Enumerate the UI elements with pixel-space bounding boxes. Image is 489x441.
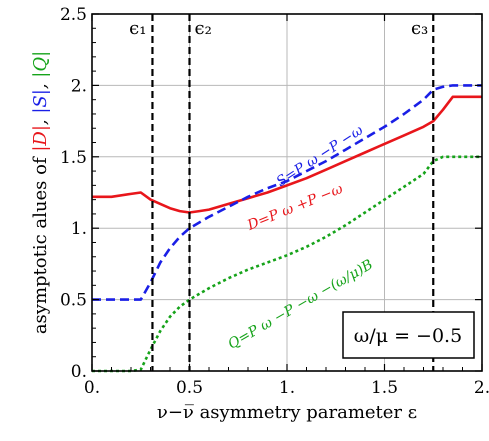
y-axis-label: asymptotic alues of |D|, |S|, |Q| xyxy=(30,51,51,334)
x-tick-label: 0. xyxy=(84,378,100,398)
tick-labels: 0. 0.5 1. 1.5 2. 0. 0.5 1. 1.5 2. 2.5 xyxy=(60,5,489,398)
annotation-S: S=P ω −P −ω xyxy=(274,122,367,190)
y-axis-label-part: |D| xyxy=(30,125,51,152)
y-axis-label-part: , xyxy=(30,114,51,125)
x-axis-label: ν−ν̅ asymmetry parameter ε xyxy=(157,402,417,423)
parameter-box-label: ω/μ = −0.5 xyxy=(354,325,462,347)
y-axis-label-prefix: asymptotic alues of xyxy=(30,152,51,335)
tick-marks xyxy=(91,13,483,372)
parameter-box-frame xyxy=(342,311,475,359)
x-tick-label: 1. xyxy=(279,378,295,398)
epsilon-markers: ϵ₁ ϵ₂ ϵ₃ xyxy=(129,14,435,371)
series-lines xyxy=(92,84,482,373)
epsilon-label-1: ϵ₁ xyxy=(129,18,146,39)
y-tick-label: 2. xyxy=(71,76,87,96)
annotation-D: D=P ω +P −ω xyxy=(244,181,346,234)
y-tick-label: 1. xyxy=(71,219,87,239)
x-tick-label: 1.5 xyxy=(371,378,398,398)
y-axis-label-part: |S| xyxy=(30,89,51,113)
y-tick-label: 0. xyxy=(71,362,87,382)
epsilon-label-2: ϵ₂ xyxy=(195,18,212,39)
x-tick-label: 0.5 xyxy=(176,378,203,398)
parameter-box: ω/μ = −0.5 xyxy=(342,311,475,359)
y-tick-label: 1.5 xyxy=(60,148,87,168)
y-tick-label: 0.5 xyxy=(60,291,87,311)
epsilon-label-3: ϵ₃ xyxy=(411,18,428,39)
series-line-Q xyxy=(92,155,482,373)
y-axis-label-part: , xyxy=(30,78,51,89)
y-tick-label: 2.5 xyxy=(60,5,87,25)
series-line-D xyxy=(92,95,482,214)
y-axis-label-part: |Q| xyxy=(30,51,51,78)
x-tick-label: 2. xyxy=(474,378,489,398)
